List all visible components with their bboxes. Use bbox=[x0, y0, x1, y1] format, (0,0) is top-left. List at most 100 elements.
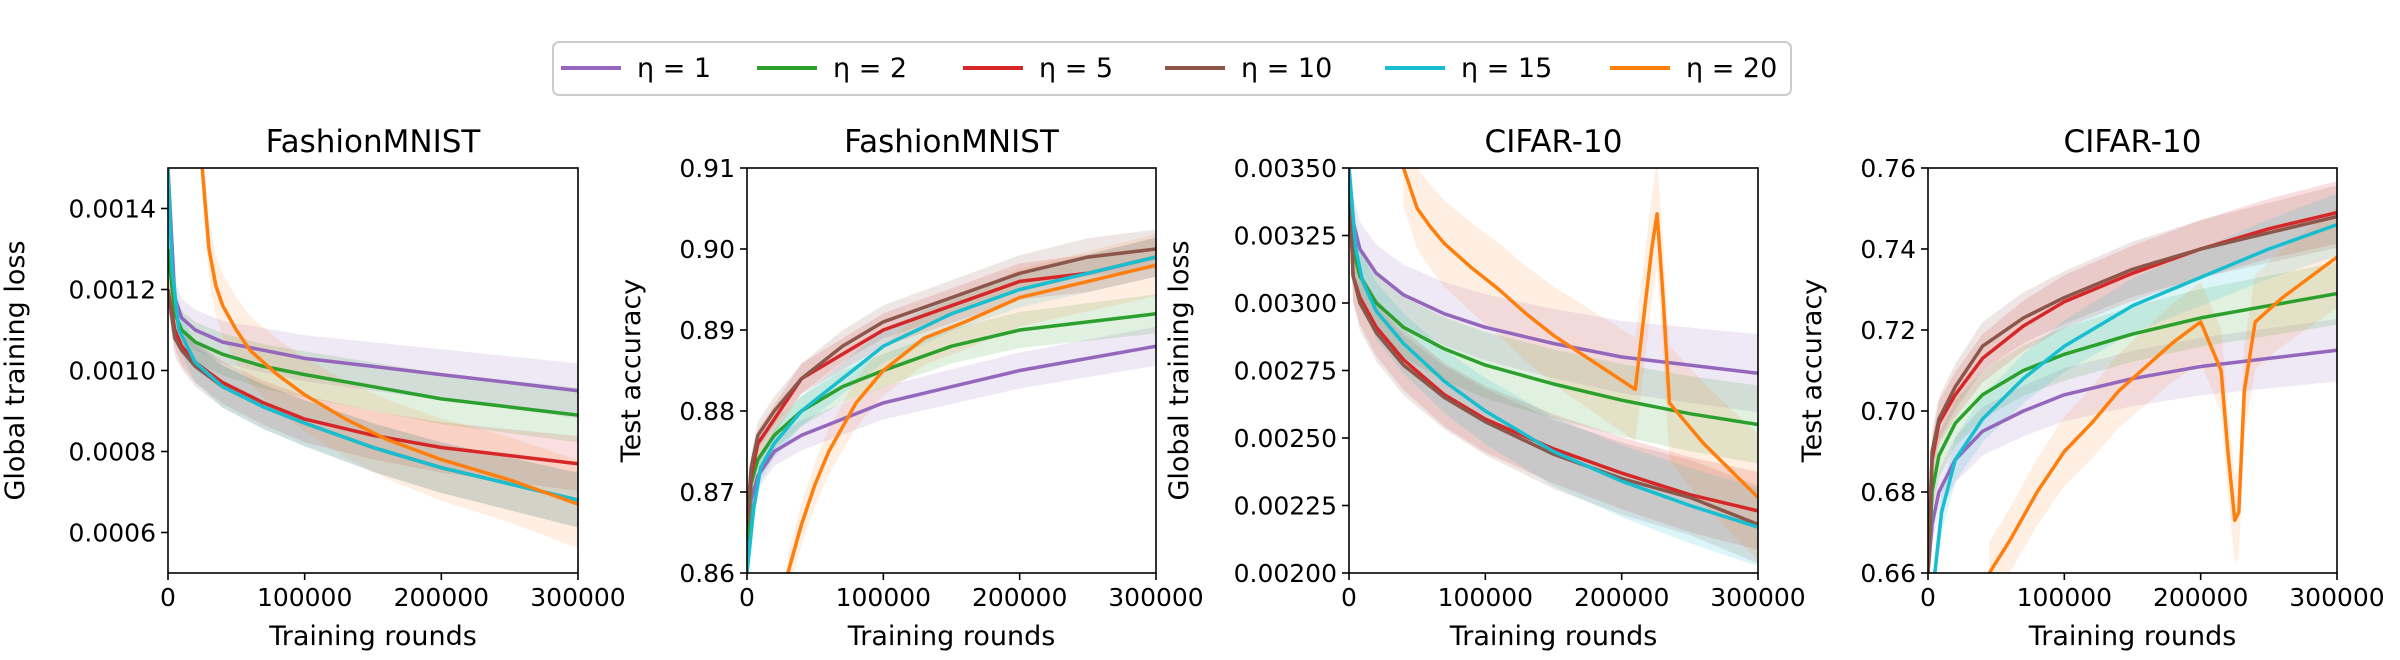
band-series-5-chart-4 bbox=[1934, 193, 2337, 573]
y-tick-label-4-4: 0.72 bbox=[1860, 316, 1916, 345]
x-tick-label-4-4: 300000 bbox=[2289, 583, 2384, 612]
x-tick-label-3-3: 200000 bbox=[1574, 583, 1669, 612]
chart-panel-3: 0 100000 200000 300000 0.00200 0.00225 0.00250… bbox=[1164, 124, 1806, 652]
plot-area-1 bbox=[168, 168, 578, 549]
band-series-2-chart-4 bbox=[1928, 262, 2337, 573]
chart-title-1: FashionMNIST bbox=[266, 124, 482, 160]
chart-title-2: FashionMNIST bbox=[844, 124, 1060, 160]
y-tick-label-1-4: 0.0012 bbox=[69, 276, 156, 305]
band-series-5-chart-3 bbox=[1349, 168, 1758, 567]
band-series-6-chart-3 bbox=[1403, 168, 1758, 561]
x-tick-label-1-3: 200000 bbox=[394, 583, 489, 612]
band-series-4-chart-3 bbox=[1349, 168, 1758, 564]
y-tick-label-1-5: 0.0014 bbox=[69, 195, 156, 224]
y-tick-label-2-5: 0.90 bbox=[679, 235, 735, 264]
chart-panel-4: 0 100000 200000 300000 0.66 0.68 0.70 0.72 0.74 0… bbox=[1797, 124, 2385, 652]
band-series-4-chart-2 bbox=[747, 229, 1156, 537]
band-series-6-chart-4 bbox=[1989, 206, 2337, 573]
y-tick-label-2-1: 0.86 bbox=[679, 559, 735, 588]
y-tick-label-3-3: 0.00250 bbox=[1234, 424, 1337, 453]
band-series-1-chart-3 bbox=[1349, 168, 1758, 413]
line-series-3-chart-1 bbox=[168, 289, 578, 466]
y-tick-label-4-6: 0.76 bbox=[1860, 154, 1916, 183]
chart-title-4: CIFAR-10 bbox=[2064, 124, 2202, 160]
band-series-1-chart-4 bbox=[1928, 319, 2337, 573]
band-series-2-chart-3 bbox=[1349, 168, 1758, 464]
x-tick-label-3-4: 300000 bbox=[1710, 583, 1805, 612]
legend-label-6: η = 20 bbox=[1686, 53, 1777, 84]
band-series-4-chart-4 bbox=[1928, 185, 2337, 573]
y-tick-label-2-6: 0.91 bbox=[679, 154, 735, 183]
line-series-6-chart-2 bbox=[786, 263, 1156, 573]
y-tick-label-4-3: 0.70 bbox=[1860, 397, 1916, 426]
plot-area-3 bbox=[1349, 168, 1758, 567]
line-series-5-chart-2 bbox=[747, 255, 1156, 573]
y-axis-label-4: Test accuracy bbox=[1797, 279, 1828, 464]
line-series-2-chart-2 bbox=[747, 312, 1156, 541]
y-tick-label-2-2: 0.87 bbox=[679, 478, 735, 507]
legend: η = 1 η = 2 η = 5 η = 10 η = 15 η = 20 bbox=[552, 41, 1792, 96]
line-series-1-chart-2 bbox=[747, 344, 1156, 557]
x-tick-label-4-3: 200000 bbox=[2153, 583, 2248, 612]
chart-panel-2: 0 100000 200000 300000 0.86 0.87 0.88 0.89 0.90 0… bbox=[616, 124, 1204, 652]
chart-title-3: CIFAR-10 bbox=[1485, 124, 1623, 160]
x-tick-label-3-1: 0 bbox=[1341, 583, 1357, 612]
x-tick-label-1-1: 0 bbox=[160, 583, 176, 612]
x-tick-label-1-2: 100000 bbox=[257, 583, 352, 612]
y-axis-label-2: Test accuracy bbox=[616, 279, 647, 464]
x-tick-label-2-2: 100000 bbox=[836, 583, 931, 612]
y-tick-label-3-2: 0.00225 bbox=[1234, 492, 1337, 521]
legend-label-2: η = 2 bbox=[833, 53, 907, 84]
chart-panel-1: 0 100000 200000 300000 0.0006 0.0008 0.0010 0.0… bbox=[0, 124, 626, 652]
line-series-6-chart-4 bbox=[1987, 255, 2337, 573]
y-tick-label-4-2: 0.68 bbox=[1860, 478, 1916, 507]
y-tick-label-3-6: 0.00325 bbox=[1234, 222, 1337, 251]
x-axis-label-2: Training rounds bbox=[847, 621, 1056, 652]
legend-label-4: η = 10 bbox=[1241, 53, 1332, 84]
axes-frame-4 bbox=[1927, 167, 2338, 574]
y-axis-label-3: Global training loss bbox=[1164, 240, 1195, 500]
y-tick-label-1-3: 0.0010 bbox=[69, 357, 156, 386]
x-tick-label-2-3: 200000 bbox=[972, 583, 1067, 612]
legend-label-1: η = 1 bbox=[637, 53, 711, 84]
x-tick-label-2-4: 300000 bbox=[1108, 583, 1203, 612]
plot-area-2 bbox=[747, 229, 1156, 573]
line-series-4-chart-3 bbox=[1349, 168, 1758, 527]
band-series-3-chart-4 bbox=[1928, 181, 2337, 573]
y-tick-label-4-5: 0.74 bbox=[1860, 235, 1916, 264]
band-series-3-chart-1 bbox=[168, 272, 578, 491]
band-series-1-chart-1 bbox=[168, 168, 578, 419]
legend-label-5: η = 15 bbox=[1461, 53, 1552, 84]
y-tick-label-4-1: 0.66 bbox=[1860, 559, 1916, 588]
x-axis-label-4: Training rounds bbox=[2028, 621, 2237, 652]
axes-frame-2 bbox=[746, 167, 1157, 574]
y-axis-label-1: Global training loss bbox=[0, 240, 31, 500]
line-series-5-chart-1 bbox=[168, 168, 578, 502]
line-series-4-chart-4 bbox=[1928, 214, 2337, 573]
x-tick-label-3-2: 100000 bbox=[1438, 583, 1533, 612]
line-series-2-chart-3 bbox=[1349, 168, 1758, 427]
y-tick-label-3-4: 0.00275 bbox=[1234, 357, 1337, 386]
line-series-6-chart-3 bbox=[1401, 168, 1758, 499]
band-series-3-chart-3 bbox=[1349, 168, 1758, 550]
line-series-5-chart-3 bbox=[1349, 168, 1758, 529]
x-tick-label-1-4: 300000 bbox=[530, 583, 625, 612]
x-tick-label-4-1: 0 bbox=[1920, 583, 1936, 612]
x-axis-label-1: Training rounds bbox=[268, 621, 477, 652]
band-series-2-chart-1 bbox=[168, 232, 578, 443]
x-tick-label-2-1: 0 bbox=[739, 583, 755, 612]
line-series-4-chart-2 bbox=[747, 247, 1156, 525]
y-tick-label-1-2: 0.0008 bbox=[69, 438, 156, 467]
line-series-2-chart-4 bbox=[1928, 291, 2337, 573]
line-series-1-chart-1 bbox=[168, 168, 578, 393]
line-series-1-chart-4 bbox=[1928, 348, 2337, 573]
band-series-4-chart-1 bbox=[168, 272, 578, 528]
line-series-5-chart-4 bbox=[1933, 223, 2337, 573]
y-tick-label-3-1: 0.00200 bbox=[1234, 559, 1337, 588]
legend-label-3: η = 5 bbox=[1039, 53, 1113, 84]
band-series-6-chart-2 bbox=[787, 234, 1156, 573]
line-series-1-chart-3 bbox=[1349, 168, 1758, 375]
y-tick-label-3-5: 0.00300 bbox=[1234, 289, 1337, 318]
y-tick-label-3-7: 0.00350 bbox=[1234, 154, 1337, 183]
band-series-1-chart-2 bbox=[747, 326, 1156, 569]
